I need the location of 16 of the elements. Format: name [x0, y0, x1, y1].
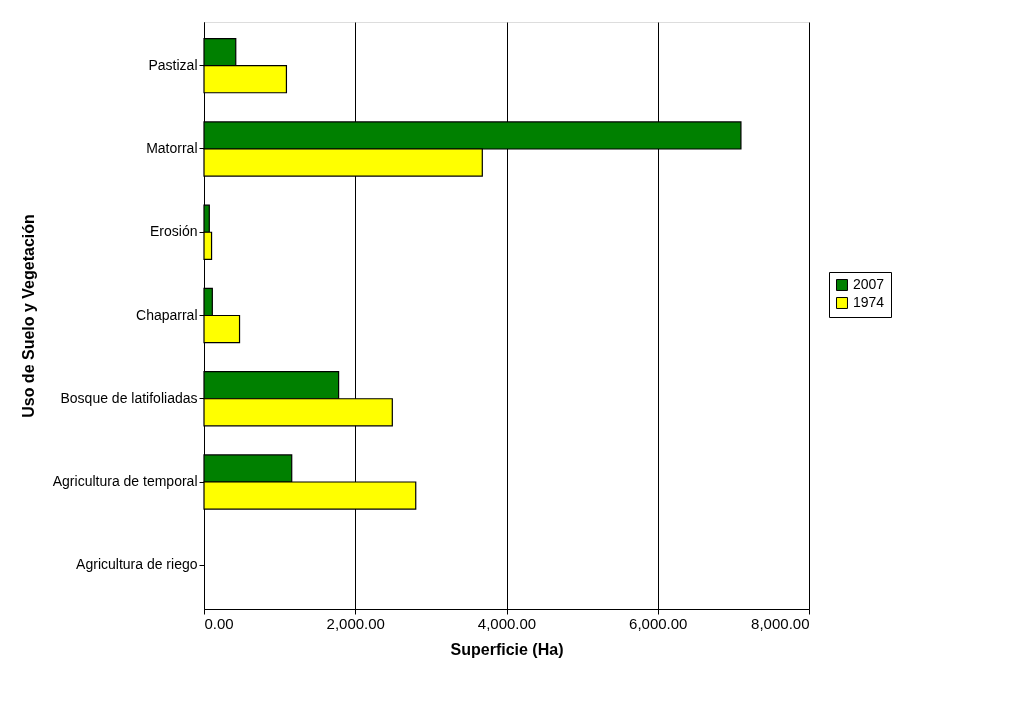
y-tick-label: Bosque de latifoliadas	[60, 389, 198, 406]
x-tick-label: 0.00	[204, 614, 234, 632]
x-tick-label: 8,000.00	[751, 614, 810, 632]
y-tick-label: Agricultura de riego	[76, 556, 198, 573]
legend-label: 2007	[853, 276, 885, 292]
y-tick-label: Erosión	[150, 223, 198, 240]
x-axis-title: Superficie (Ha)	[450, 640, 564, 658]
x-tick-label: 6,000.00	[629, 614, 688, 632]
y-axis-title: Uso de Suelo y Vegetación	[19, 214, 37, 418]
y-tick-label: Matorral	[146, 139, 198, 156]
x-tick-label: 4,000.00	[477, 614, 537, 632]
y-tick-label: Agricultura de temporal	[52, 473, 198, 490]
y-tick-label: Pastizal	[148, 56, 198, 73]
x-tick-label: 2,000.00	[326, 614, 385, 632]
legend-label: 1974	[853, 294, 885, 310]
y-tick-label: Chaparral	[136, 306, 198, 323]
